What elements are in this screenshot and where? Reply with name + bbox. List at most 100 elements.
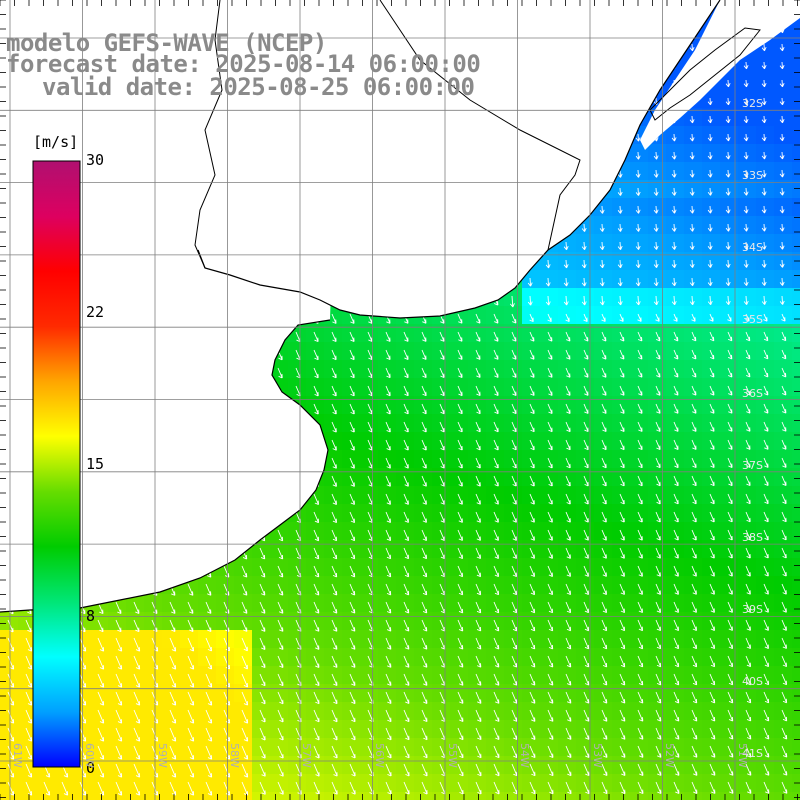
wind-arrow xyxy=(259,727,266,741)
wind-arrow xyxy=(655,619,662,632)
field-cell xyxy=(540,378,559,397)
wind-arrow xyxy=(673,745,680,758)
field-cell xyxy=(576,684,595,703)
wind-arrow xyxy=(475,691,482,704)
wind-arrow xyxy=(403,421,409,433)
wind-arrow xyxy=(743,115,749,124)
wind-arrow xyxy=(187,601,194,614)
field-cell xyxy=(18,738,37,757)
field-cell xyxy=(396,360,415,379)
wind-arrow xyxy=(725,133,731,142)
field-cell xyxy=(612,648,631,667)
wind-arrow xyxy=(7,709,15,724)
field-cell xyxy=(720,234,739,253)
wind-arrow xyxy=(493,601,500,614)
wind-arrow xyxy=(511,349,517,360)
field-cell xyxy=(378,432,397,451)
field-cell xyxy=(738,360,757,379)
field-cell xyxy=(648,306,667,325)
wind-arrow xyxy=(601,583,607,595)
wind-arrow xyxy=(763,637,769,649)
field-cell xyxy=(486,396,505,415)
field-cell xyxy=(252,756,271,775)
field-cell xyxy=(702,108,721,127)
field-cell xyxy=(288,792,307,800)
field-cell xyxy=(180,720,199,739)
field-cell xyxy=(162,630,181,649)
wind-arrow xyxy=(761,295,767,305)
field-cell xyxy=(738,126,757,145)
field-cell xyxy=(630,306,649,325)
wind-arrow xyxy=(725,151,731,160)
field-cell xyxy=(396,468,415,487)
wind-arrow xyxy=(761,259,767,268)
wind-arrow xyxy=(511,547,517,559)
wind-arrow xyxy=(385,619,392,632)
wind-arrow xyxy=(385,673,392,686)
wind-arrow xyxy=(493,511,499,523)
field-cell xyxy=(234,612,253,631)
field-cell xyxy=(738,216,757,235)
wind-arrow xyxy=(385,349,391,361)
field-cell xyxy=(504,450,523,469)
wind-arrow xyxy=(493,529,499,541)
wind-arrow xyxy=(691,655,698,668)
field-cell xyxy=(234,666,253,685)
field-cell xyxy=(738,522,757,541)
wind-arrow xyxy=(493,583,500,596)
wind-arrow xyxy=(529,349,535,360)
wind-arrow xyxy=(349,475,355,487)
field-cell xyxy=(684,666,703,685)
field-cell xyxy=(270,540,289,559)
wind-arrow xyxy=(617,223,623,232)
wind-arrow xyxy=(637,547,643,559)
wind-arrow xyxy=(457,637,464,650)
field-cell xyxy=(702,720,721,739)
field-cell xyxy=(594,324,613,343)
wind-arrow xyxy=(529,565,535,577)
field-cell xyxy=(630,342,649,361)
wind-arrow xyxy=(727,421,733,432)
field-cell xyxy=(648,792,667,800)
wind-arrow xyxy=(709,655,716,668)
field-cell xyxy=(378,738,397,757)
wind-arrow xyxy=(511,529,517,541)
wind-arrow xyxy=(781,655,788,668)
field-cell xyxy=(468,612,487,631)
wind-arrow xyxy=(673,475,679,487)
wind-arrow xyxy=(421,781,428,795)
field-cell xyxy=(270,702,289,721)
field-cell xyxy=(216,684,235,703)
field-cell xyxy=(756,144,775,163)
field-cell xyxy=(576,774,595,793)
wind-arrow xyxy=(349,727,356,741)
field-cell xyxy=(720,486,739,505)
wind-arrow xyxy=(743,295,749,305)
wind-arrow xyxy=(655,637,662,650)
wind-arrow xyxy=(241,619,248,632)
field-cell xyxy=(774,306,793,325)
field-cell xyxy=(486,792,505,800)
field-cell xyxy=(486,558,505,577)
field-cell xyxy=(792,126,800,145)
field-cell xyxy=(234,648,253,667)
wind-arrow xyxy=(403,493,409,505)
wind-arrow xyxy=(763,583,769,595)
field-cell xyxy=(360,576,379,595)
wind-arrow xyxy=(241,583,248,596)
field-cell xyxy=(234,792,253,800)
field-cell xyxy=(774,126,793,145)
field-cell xyxy=(774,522,793,541)
field-cell xyxy=(504,612,523,631)
wind-arrow xyxy=(727,493,733,505)
wind-arrow xyxy=(403,529,410,542)
field-cell xyxy=(558,468,577,487)
wind-arrow xyxy=(493,385,499,397)
field-cell xyxy=(414,486,433,505)
wind-arrow xyxy=(313,583,320,596)
field-cell xyxy=(288,522,307,541)
field-cell xyxy=(648,162,667,181)
field-cell xyxy=(756,648,775,667)
wind-arrow xyxy=(547,619,554,632)
wind-arrow xyxy=(691,385,697,396)
